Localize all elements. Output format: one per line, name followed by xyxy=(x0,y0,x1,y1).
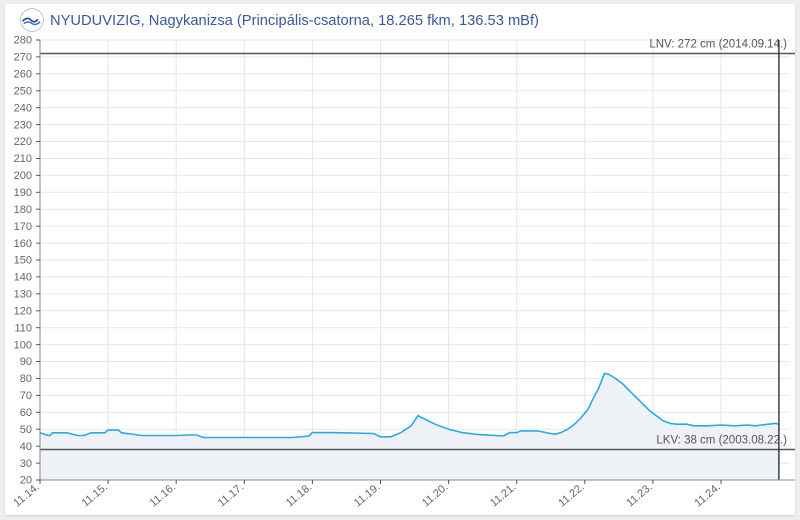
svg-text:220: 220 xyxy=(14,136,32,148)
svg-text:11.17.: 11.17. xyxy=(216,481,247,509)
svg-text:80: 80 xyxy=(20,373,32,385)
svg-text:11.16.: 11.16. xyxy=(148,481,179,509)
svg-text:11.23.: 11.23. xyxy=(624,481,655,509)
svg-text:100: 100 xyxy=(14,339,32,351)
svg-text:150: 150 xyxy=(14,255,32,267)
svg-text:11.24.: 11.24. xyxy=(692,481,723,509)
svg-text:140: 140 xyxy=(14,272,32,284)
svg-text:200: 200 xyxy=(14,170,32,182)
svg-text:40: 40 xyxy=(20,441,32,453)
svg-text:50: 50 xyxy=(20,424,32,436)
svg-text:11.20.: 11.20. xyxy=(420,481,451,509)
svg-text:LNV: 272 cm (2014.09.14.): LNV: 272 cm (2014.09.14.) xyxy=(649,39,787,51)
svg-text:280: 280 xyxy=(14,35,32,47)
svg-text:270: 270 xyxy=(14,52,32,64)
svg-text:120: 120 xyxy=(14,306,32,318)
svg-text:210: 210 xyxy=(14,153,32,165)
svg-text:190: 190 xyxy=(14,187,32,199)
svg-text:70: 70 xyxy=(20,390,32,402)
svg-text:60: 60 xyxy=(20,407,32,419)
svg-text:180: 180 xyxy=(14,204,32,216)
svg-text:130: 130 xyxy=(14,289,32,301)
svg-text:170: 170 xyxy=(14,221,32,233)
svg-text:11.19.: 11.19. xyxy=(352,481,383,509)
svg-text:11.15.: 11.15. xyxy=(80,481,111,509)
svg-text:260: 260 xyxy=(14,69,32,81)
svg-text:110: 110 xyxy=(14,322,32,334)
svg-text:240: 240 xyxy=(14,102,32,114)
svg-text:11.21.: 11.21. xyxy=(488,481,519,509)
svg-text:LKV: 38 cm (2003.08.22.): LKV: 38 cm (2003.08.22.) xyxy=(656,435,787,447)
svg-text:30: 30 xyxy=(20,458,32,470)
svg-text:11.22.: 11.22. xyxy=(556,481,587,509)
svg-text:230: 230 xyxy=(14,119,32,131)
svg-text:11.18.: 11.18. xyxy=(284,481,315,509)
svg-text:90: 90 xyxy=(20,356,32,368)
svg-text:250: 250 xyxy=(14,86,32,98)
svg-text:160: 160 xyxy=(14,238,32,250)
